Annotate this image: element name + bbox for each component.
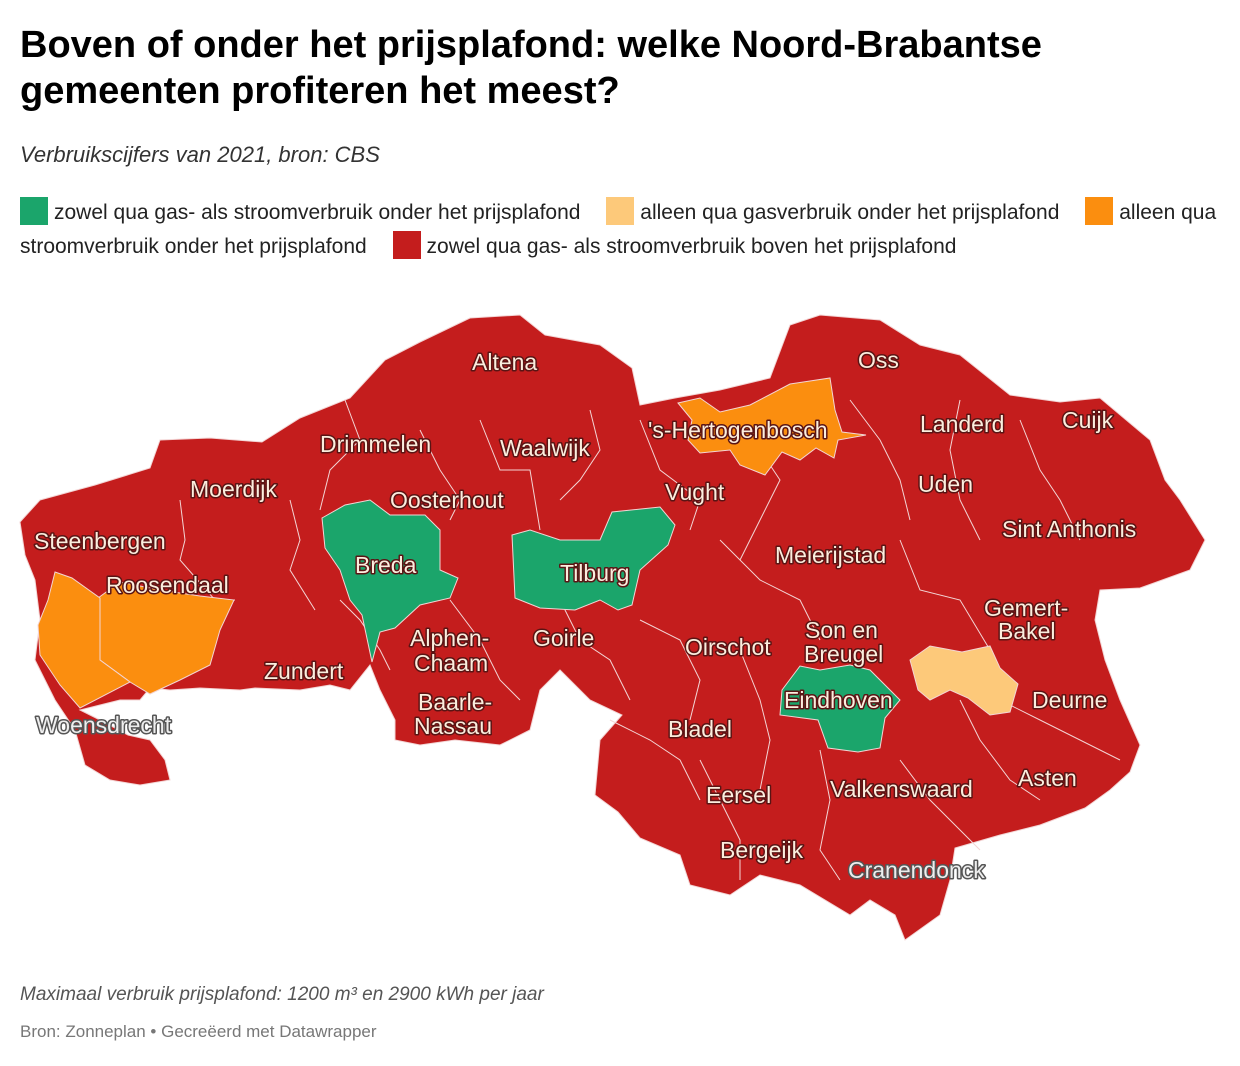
label-bladel: Bladel [668, 716, 732, 742]
label-cranendonck: Cranendonck [848, 857, 985, 883]
legend-swatch-peach [606, 197, 635, 225]
chart-title: Boven of onder het prijsplafond: welke N… [20, 24, 1042, 112]
label-gemert-bakel-1: Gemert- [984, 595, 1068, 621]
label-son-2: Breugel [804, 641, 883, 667]
label-roosendaal: Roosendaal [106, 572, 229, 598]
notes: Maximaal verbruik prijsplafond: 1200 m³ … [20, 984, 544, 1005]
region-breda [321, 499, 459, 663]
label-drimmelen: Drimmelen [320, 431, 431, 457]
label-eindhoven: Eindhoven [784, 687, 893, 713]
legend-item-green: zowel qua gas- als stroomverbruik onder … [20, 197, 581, 225]
legend-label-red: zowel qua gas- als stroomverbruik boven … [426, 235, 957, 258]
label-woensdrecht: Woensdrecht [36, 712, 172, 738]
label-asten: Asten [1018, 765, 1077, 791]
legend-label-orange: alleen qua stroomverbruik onder het prij… [20, 201, 1217, 258]
legend-item-red: zowel qua gas- als stroomverbruik boven … [392, 231, 957, 259]
province-shape [19, 314, 1206, 941]
label-alphen-2: Chaam [414, 650, 488, 676]
source-line: Bron: Zonneplan • Gecreëerd met Datawrap… [20, 1022, 377, 1041]
label-landerd: Landerd [920, 411, 1004, 437]
legend-swatch-red [392, 231, 421, 259]
label-breda: Breda [355, 552, 417, 578]
province-map: Altena Oss Drimmelen Waalwijk 's-Hertoge… [19, 314, 1206, 941]
municipality-borders [179, 399, 1121, 881]
label-eersel: Eersel [706, 782, 771, 808]
chart-subtitle: Verbruikscijfers van 2021, bron: CBS [20, 142, 380, 167]
legend-label-green: zowel qua gas- als stroomverbruik onder … [54, 201, 581, 224]
label-valkenswaard: Valkenswaard [830, 776, 973, 802]
label-cuijk: Cuijk [1062, 407, 1114, 433]
label-hertogenbosch: 's-Hertogenbosch [648, 417, 828, 443]
legend-swatch-orange [1085, 197, 1114, 225]
legend: zowel qua gas- als stroomverbruik onder … [20, 196, 1220, 264]
map-labels: Altena Oss Drimmelen Waalwijk 's-Hertoge… [33, 346, 1138, 885]
legend-swatch-green [20, 197, 48, 225]
label-gemert-bakel-2: Bakel [998, 618, 1056, 644]
label-uden: Uden [918, 471, 973, 497]
label-bergeijk: Bergeijk [720, 837, 804, 863]
label-deurne: Deurne [1032, 687, 1107, 713]
region-woensdrecht-west [37, 571, 131, 709]
label-moerdijk: Moerdijk [190, 476, 277, 502]
region-gemert-area [909, 645, 1019, 716]
legend-item-orange: alleen qua stroomverbruik onder het prij… [20, 197, 1217, 258]
label-son-1: Son en [805, 617, 878, 643]
label-baarle-1: Baarle- [418, 689, 492, 715]
label-zundert: Zundert [264, 658, 344, 684]
label-oosterhout: Oosterhout [390, 487, 504, 513]
label-goirle: Goirle [533, 625, 594, 651]
label-alphen-1: Alphen- [410, 625, 489, 651]
legend-item-peach: alleen qua gasverbruik onder het prijspl… [606, 197, 1060, 225]
label-waalwijk: Waalwijk [500, 435, 590, 461]
label-altena: Altena [472, 349, 537, 375]
region-tilburg [511, 506, 676, 611]
legend-label-peach: alleen qua gasverbruik onder het prijspl… [640, 201, 1060, 224]
region-eindhoven [779, 664, 901, 753]
region-hertogenbosch [677, 377, 867, 476]
label-baarle-2: Nassau [414, 713, 492, 739]
label-oss: Oss [858, 347, 899, 373]
label-sint-anthonis: Sint Anthonis [1002, 516, 1136, 542]
label-oirschot: Oirschot [685, 634, 771, 660]
label-steenbergen: Steenbergen [34, 528, 166, 554]
label-vught: Vught [665, 479, 725, 505]
label-meierijstad: Meierijstad [775, 542, 886, 568]
label-tilburg: Tilburg [560, 560, 629, 586]
